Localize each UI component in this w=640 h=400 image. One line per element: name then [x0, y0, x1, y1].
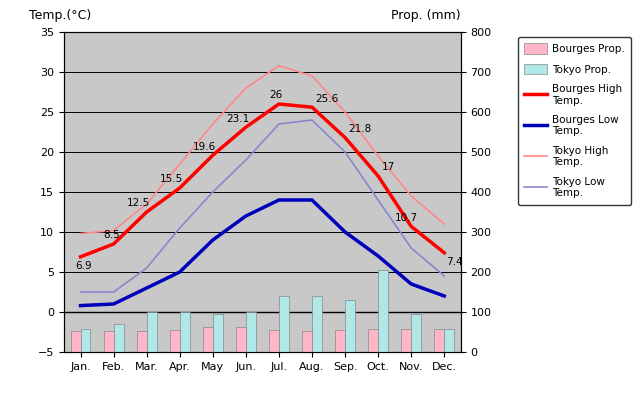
Text: 12.5: 12.5	[127, 198, 150, 208]
Bar	[170, 330, 180, 352]
Y-axis label: Temp.(°C): Temp.(°C)	[29, 9, 91, 22]
Bar	[302, 331, 312, 352]
Legend: Bourges Prop., Tokyo Prop., Bourges High
Temp., Bourges Low
Temp., Tokyo High
Te: Bourges Prop., Tokyo Prop., Bourges High…	[518, 37, 631, 205]
Bar	[269, 330, 279, 352]
Text: 21.8: 21.8	[348, 124, 372, 134]
Bar	[212, 314, 223, 352]
Bar	[378, 270, 388, 352]
Text: 25.6: 25.6	[316, 94, 339, 104]
Text: 26: 26	[269, 90, 282, 100]
Text: 17: 17	[381, 162, 395, 172]
Bar	[81, 329, 90, 352]
Bar	[236, 327, 246, 352]
Text: 6.9: 6.9	[76, 261, 92, 271]
Text: Prop. (mm): Prop. (mm)	[391, 9, 461, 22]
Bar	[203, 327, 212, 352]
Bar	[70, 331, 81, 352]
Bar	[180, 312, 189, 352]
Bar	[368, 329, 378, 352]
Bar	[312, 296, 322, 352]
Bar	[345, 300, 355, 352]
Bar	[104, 331, 114, 352]
Bar	[401, 329, 412, 352]
Bar	[435, 329, 444, 352]
Bar	[114, 324, 124, 352]
Bar	[411, 314, 421, 352]
Text: 15.5: 15.5	[160, 174, 183, 184]
Text: 23.1: 23.1	[226, 114, 249, 124]
Bar	[335, 330, 345, 352]
Bar	[444, 329, 454, 352]
Text: 8.5: 8.5	[104, 230, 120, 240]
Bar	[137, 331, 147, 352]
Text: 7.4: 7.4	[446, 257, 463, 267]
Text: 10.7: 10.7	[395, 213, 418, 223]
Bar	[147, 312, 157, 352]
Bar	[246, 312, 256, 352]
Bar	[279, 296, 289, 352]
Text: 19.6: 19.6	[193, 142, 216, 152]
